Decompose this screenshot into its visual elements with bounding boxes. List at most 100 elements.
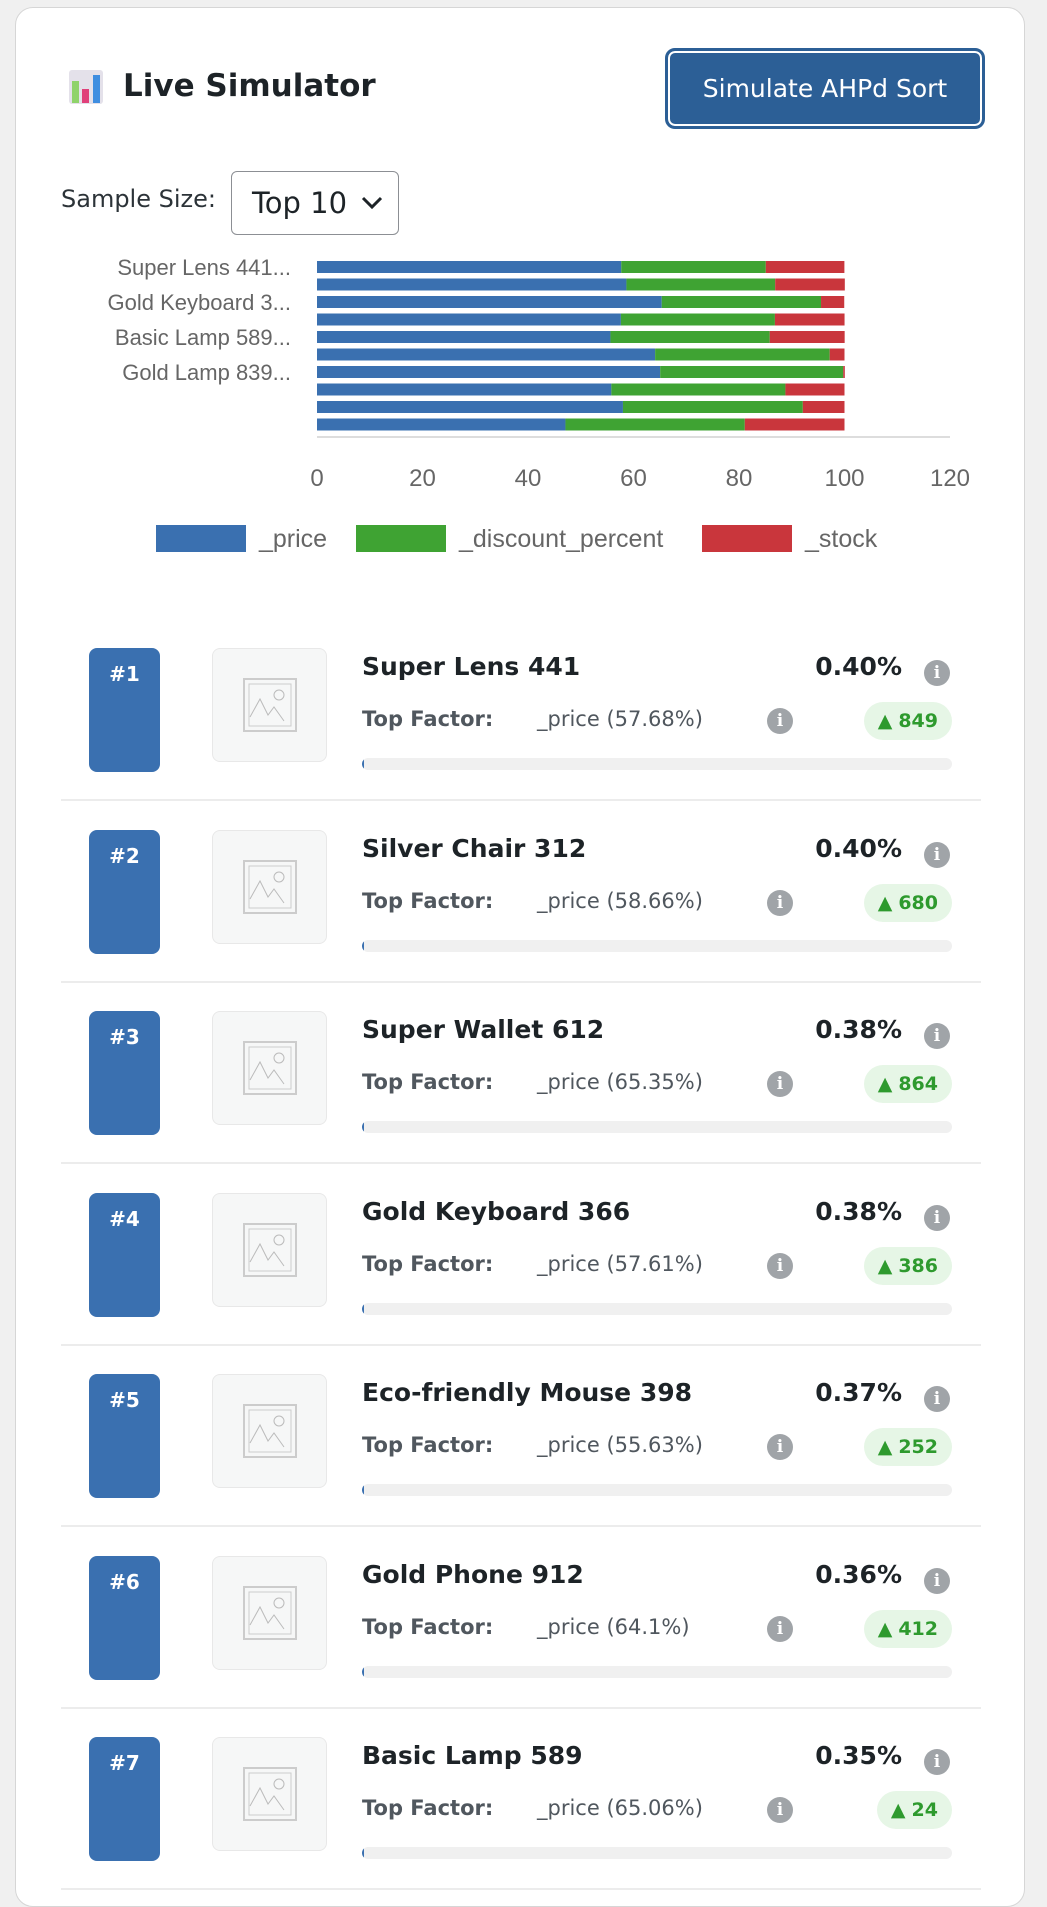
arrow-up-icon: ▲ xyxy=(877,1254,893,1277)
row-divider xyxy=(61,1343,981,1346)
bar-segment-discount-percent xyxy=(565,418,745,431)
factor-info-icon[interactable]: i xyxy=(767,1071,793,1097)
bar-segment-stock xyxy=(821,296,845,308)
factor-info-icon[interactable]: i xyxy=(767,708,793,734)
product-name: Basic Lamp 589 xyxy=(362,1741,583,1770)
score-info-icon[interactable]: i xyxy=(924,1204,950,1231)
product-name: Super Lens 441 xyxy=(362,652,581,681)
bar-segment-price xyxy=(317,366,661,378)
sample-size-select[interactable]: Top 10 xyxy=(231,171,399,235)
score-progress-bar xyxy=(362,939,952,952)
score-info-icon[interactable]: i xyxy=(924,1749,950,1775)
product-image-placeholder xyxy=(212,648,327,762)
top-factor-value: _price (58.66%) xyxy=(537,888,703,913)
change-value: 680 xyxy=(898,891,938,914)
top-factor-value: _price (55.63%) xyxy=(537,1433,703,1457)
legend-swatch xyxy=(702,525,792,552)
top-factor-value: _price (65.06%) xyxy=(537,1796,703,1820)
arrow-up-icon: ▲ xyxy=(877,1073,893,1095)
bar-chart-icon xyxy=(69,70,103,104)
score-percent: 0.37% xyxy=(815,1378,902,1407)
progress-fill xyxy=(362,1847,365,1859)
product-image-placeholder xyxy=(212,1737,327,1851)
change-value: 252 xyxy=(898,1436,938,1458)
score-info-icon[interactable]: i xyxy=(924,841,950,868)
change-value: 849 xyxy=(898,710,938,732)
score-percent: 0.38% xyxy=(815,1196,902,1226)
change-value: 386 xyxy=(898,1254,938,1277)
rank-badge: #3 xyxy=(89,1011,160,1135)
progress-fill xyxy=(362,758,365,770)
top-factor-label: Top Factor: xyxy=(362,1070,494,1094)
product-image-placeholder xyxy=(212,1192,327,1307)
arrow-up-icon: ▲ xyxy=(877,1617,893,1640)
arrow-up-icon: ▲ xyxy=(877,1436,893,1458)
image-placeholder-icon xyxy=(242,1222,297,1277)
score-progress-bar xyxy=(362,1847,952,1859)
bar-segment-discount-percent xyxy=(626,278,776,291)
product-name: Super Wallet 612 xyxy=(362,1015,605,1044)
bar-segment-price xyxy=(317,418,566,431)
row-divider xyxy=(61,980,981,983)
change-value: 864 xyxy=(898,1073,938,1095)
score-percent: 0.36% xyxy=(815,1559,902,1589)
score-percent: 0.35% xyxy=(815,1741,902,1770)
score-progress-bar xyxy=(362,758,952,770)
rank-badge: #2 xyxy=(89,829,160,954)
x-tick-label: 80 xyxy=(726,465,753,492)
y-tick-label: Gold Lamp 839... xyxy=(122,360,291,385)
top-factor-label: Top Factor: xyxy=(362,1614,494,1639)
row-divider xyxy=(61,1706,981,1709)
factor-info-icon[interactable]: i xyxy=(767,1615,793,1642)
legend-label: _discount_percent xyxy=(458,525,663,553)
score-info-icon[interactable]: i xyxy=(924,1386,950,1412)
factor-info-icon[interactable]: i xyxy=(767,1797,793,1823)
score-progress-bar xyxy=(362,1665,952,1678)
x-tick-label: 0 xyxy=(310,465,323,492)
bar-segment-discount-percent xyxy=(655,348,830,361)
factor-info-icon[interactable]: i xyxy=(767,1434,793,1460)
product-image-placeholder xyxy=(212,1374,327,1488)
bar-segment-stock xyxy=(785,383,845,396)
legend-swatch xyxy=(356,525,446,552)
image-placeholder-icon xyxy=(242,1041,297,1095)
row-divider xyxy=(61,799,981,801)
bar-segment-price xyxy=(317,348,656,361)
legend-label: _stock xyxy=(804,525,878,553)
bar-segment-stock xyxy=(765,261,845,273)
score-info-icon[interactable]: i xyxy=(924,1567,950,1594)
rank-badge: #5 xyxy=(89,1374,160,1498)
bar-segment-discount-percent xyxy=(621,261,766,273)
top-factor-label: Top Factor: xyxy=(362,888,494,913)
factor-info-icon[interactable]: i xyxy=(767,1252,793,1279)
bar-segment-discount-percent xyxy=(660,366,844,378)
top-factor-label: Top Factor: xyxy=(362,707,494,731)
score-info-icon[interactable]: i xyxy=(924,660,950,686)
progress-fill xyxy=(362,939,365,952)
product-image-placeholder xyxy=(212,829,327,944)
bar-segment-price xyxy=(317,331,611,343)
score-progress-bar xyxy=(362,1484,952,1496)
change-badge: ▲ 386 xyxy=(863,1246,952,1285)
y-tick-label: Super Lens 441... xyxy=(117,255,291,280)
change-badge: ▲ 849 xyxy=(863,702,952,740)
simulate-sort-button[interactable]: Simulate AHPd Sort xyxy=(665,48,985,129)
progress-fill xyxy=(362,1302,365,1315)
factor-info-icon[interactable]: i xyxy=(767,889,793,916)
change-value: 412 xyxy=(898,1617,938,1640)
top-factor-value: _price (65.35%) xyxy=(537,1070,703,1094)
bar-segment-discount-percent xyxy=(610,331,770,343)
legend-label: _price xyxy=(258,525,327,553)
bar-segment-stock xyxy=(775,278,845,291)
rank-badge: #6 xyxy=(89,1555,160,1680)
product-image-placeholder xyxy=(212,1555,327,1670)
change-badge: ▲ 412 xyxy=(863,1609,952,1648)
stacked-bar-chart: Super Lens 441... Gold Keyboard 3... Basic… xyxy=(108,255,970,553)
x-tick-label: 20 xyxy=(409,465,436,492)
score-progress-bar xyxy=(362,1302,952,1315)
bar-segment-price xyxy=(317,383,612,396)
row-divider xyxy=(61,1888,981,1890)
bar-segment-price xyxy=(317,278,627,291)
score-info-icon[interactable]: i xyxy=(924,1023,950,1049)
bar-segment-stock xyxy=(744,418,845,431)
